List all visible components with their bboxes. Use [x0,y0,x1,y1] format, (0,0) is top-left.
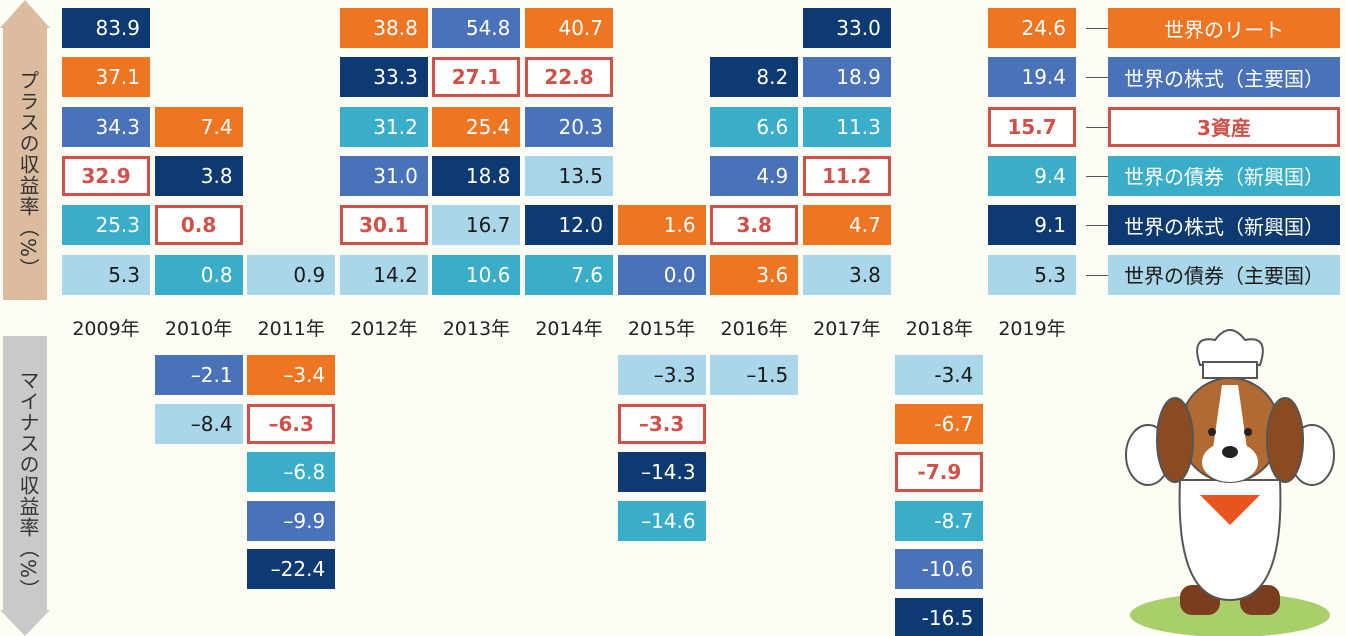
cell: 5.3 [62,255,150,295]
cell: –3.3 [618,355,706,395]
cell: 38.8 [340,8,428,48]
cell: -8.7 [895,501,983,541]
cell: 24.6 [988,8,1076,48]
cell: 22.8 [525,57,613,97]
cell: 19.4 [988,57,1076,97]
cell: 0.8 [155,255,243,295]
cell: 12.0 [525,205,613,245]
cell: 34.3 [62,107,150,147]
cell: 33.3 [340,57,428,97]
cell: 31.0 [340,156,428,196]
cell: 16.7 [432,205,520,245]
cell: 14.2 [340,255,428,295]
cell: 20.3 [525,107,613,147]
cell: 5.3 [988,255,1076,295]
connector [1086,127,1110,128]
legend-label: 世界の株式（主要国） [1108,57,1340,97]
legend-label: 世界の債券（主要国） [1108,255,1340,295]
cell: 54.8 [432,8,520,48]
cell: –8.4 [155,404,243,444]
cell: –22.4 [247,549,335,589]
connector [1086,176,1110,177]
year-label: 2017年 [799,314,895,341]
cell: –1.5 [710,355,798,395]
year-label: 2019年 [984,314,1080,341]
cell: 1.6 [618,205,706,245]
negative-axis-label: マイナスの収益率（%） [14,370,43,600]
cell: 15.7 [988,107,1076,147]
cell: 9.4 [988,156,1076,196]
cell: 3.6 [710,255,798,295]
cell: 30.1 [340,205,428,245]
cell: 31.2 [340,107,428,147]
cell: 0.8 [155,205,243,245]
page: プラスの収益率（%） マイナスの収益率（%） 83.9 37.1 34.3 32.9 2… [0,0,1346,636]
cell: 18.8 [432,156,520,196]
cell: 3.8 [710,205,798,245]
year-label: 2014年 [521,314,617,341]
cell: –6.3 [247,404,335,444]
cell: -6.7 [895,404,983,444]
legend-label: 世界の債券（新興国） [1108,156,1340,196]
connector [1086,28,1110,29]
year-label: 2012年 [336,314,432,341]
cell: –14.6 [618,501,706,541]
connector [1086,225,1110,226]
cell: 4.7 [803,205,891,245]
cell: -3.4 [895,355,983,395]
cell: 13.5 [525,156,613,196]
cell: –2.1 [155,355,243,395]
cell: 4.9 [710,156,798,196]
cell: –9.9 [247,501,335,541]
connector [1086,77,1110,78]
cell: 33.0 [803,8,891,48]
cell: -7.9 [895,452,983,492]
cell: 25.3 [62,205,150,245]
mascot [1126,330,1334,636]
cell: 0.0 [618,255,706,295]
positive-axis-label: プラスの収益率（%） [14,70,43,279]
cell: 9.1 [988,205,1076,245]
cell: 25.4 [432,107,520,147]
cell: 6.6 [710,107,798,147]
cell: 40.7 [525,8,613,48]
cell: 10.6 [432,255,520,295]
year-label: 2013年 [428,314,524,341]
cell: 3.8 [803,255,891,295]
cell: -16.5 [895,598,983,636]
cell: 37.1 [62,57,150,97]
year-label: 2010年 [151,314,247,341]
legend-label: 3資産 [1108,107,1340,147]
cell: 11.2 [803,156,891,196]
cell: –3.3 [618,404,706,444]
cell: –6.8 [247,452,335,492]
cell: 0.9 [247,255,335,295]
legend-label: 世界のリート [1108,8,1340,48]
cell: 11.3 [803,107,891,147]
year-label: 2018年 [891,314,987,341]
cell: 27.1 [432,57,520,97]
year-label: 2011年 [243,314,339,341]
cell: 83.9 [62,8,150,48]
year-label: 2015年 [614,314,710,341]
cell: 8.2 [710,57,798,97]
cell: 3.8 [155,156,243,196]
cell: 18.9 [803,57,891,97]
year-label: 2009年 [58,314,154,341]
connector [1086,275,1110,276]
legend-label: 世界の株式（新興国） [1108,205,1340,245]
cell: 32.9 [62,156,150,196]
cell: -10.6 [895,549,983,589]
cell: 7.4 [155,107,243,147]
cell: –14.3 [618,452,706,492]
year-label: 2016年 [706,314,802,341]
cell: 7.6 [525,255,613,295]
cell: –3.4 [247,355,335,395]
